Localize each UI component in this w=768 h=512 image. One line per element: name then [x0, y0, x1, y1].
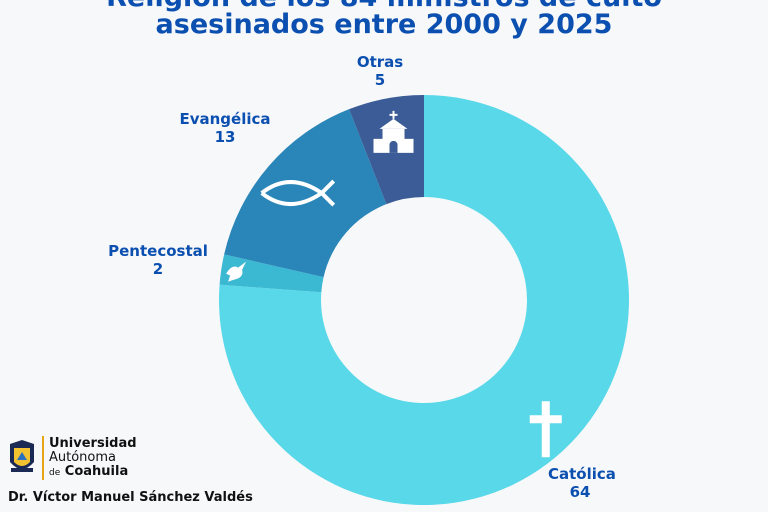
cross-icon	[529, 401, 562, 458]
logo-divider	[42, 436, 44, 480]
slice-catolica	[218, 95, 629, 505]
church-icon	[373, 110, 414, 153]
university-de: de	[49, 467, 61, 478]
author-name: Dr. Víctor Manuel Sánchez Valdés	[8, 490, 253, 505]
label-otras-value: 5	[374, 71, 386, 89]
chart-title-line2: asesinados entre 2000 y 2025	[155, 9, 613, 40]
university-line2: Autónoma	[49, 449, 117, 465]
university-name: Universidad Autónoma de Coahuila	[49, 435, 137, 480]
university-line3: Coahuila	[64, 463, 129, 479]
slice-evangelica	[224, 109, 387, 278]
label-otras-name: Otras	[356, 53, 404, 71]
label-pentecostal: Pentecostal 2	[102, 242, 214, 278]
label-pentecostal-name: Pentecostal	[108, 242, 208, 260]
label-catolica-name: Católica	[548, 465, 616, 483]
label-otras: Otras 5	[345, 53, 415, 89]
chart-title-line1: Religión de los 84 ministros de culto	[0, 0, 768, 14]
label-evangelica-name: Evangélica	[179, 110, 271, 128]
label-catolica-value: 64	[569, 483, 591, 501]
label-evangelica-value: 13	[214, 128, 236, 146]
university-logo: Universidad Autónoma de Coahuila	[8, 436, 137, 480]
fish-icon	[260, 179, 336, 207]
label-pentecostal-value: 2	[152, 260, 164, 278]
university-crest-icon	[10, 440, 34, 472]
label-catolica: Católica 64	[548, 465, 616, 501]
label-evangelica: Evangélica 13	[170, 110, 280, 146]
slice-pentecostal	[219, 254, 324, 293]
university-line1: Universidad	[49, 435, 137, 451]
dove-icon	[226, 261, 247, 282]
